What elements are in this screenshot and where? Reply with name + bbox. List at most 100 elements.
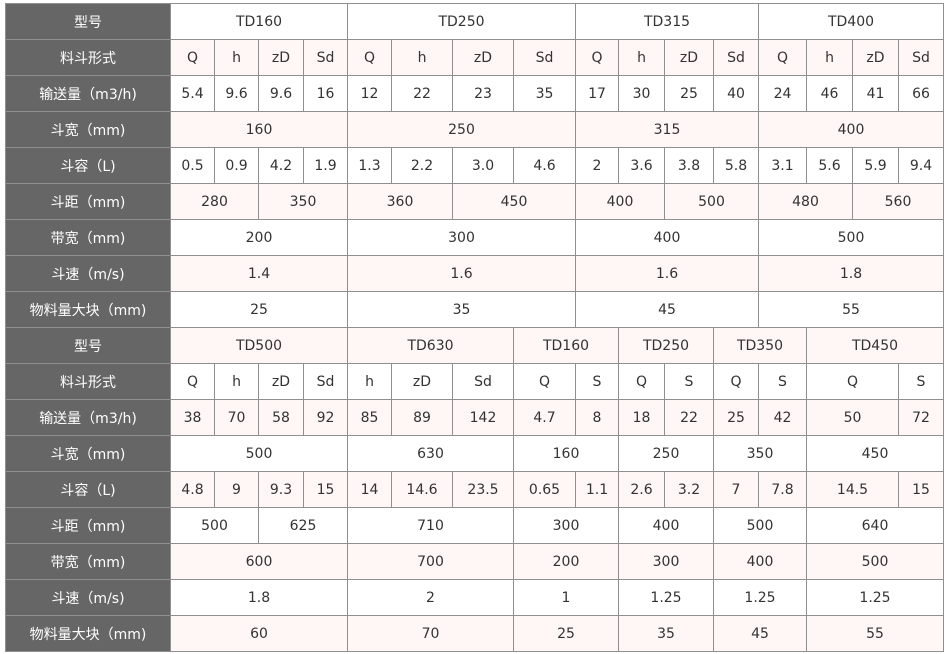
table-cell: TD400 [758,3,944,40]
table-cell: 35 [513,75,576,112]
table-cell: 22 [664,399,714,436]
table-cell: 1 [513,579,619,616]
table-cell: 35 [347,291,576,328]
table-cell: 5.8 [713,147,759,184]
table-cell: 450 [452,183,576,220]
table-cell: zD [852,39,899,76]
table-cell: 15 [303,471,348,508]
table-cell: 1.25 [806,579,944,616]
table-cell: 2 [575,147,619,184]
table-cell: Sd [898,39,944,76]
table-cell: TD450 [806,327,944,364]
table-cell: 23.5 [452,471,514,508]
table-cell: 35 [618,615,714,652]
table-cell: 45 [713,615,807,652]
table-row: 物料量大块（mm) 25 35 45 55 [5,291,944,328]
table-cell: 50 [806,399,899,436]
table-cell: 46 [806,75,853,112]
table-row: 型号 TD160 TD250 TD315 TD400 [5,3,944,40]
table-cell: Q [758,39,807,76]
row-label: 带宽（mm) [5,219,171,256]
table-cell: TD350 [713,327,807,364]
table-cell: 250 [347,111,576,148]
table-cell: 300 [347,219,576,256]
table-cell: 30 [618,75,665,112]
table-cell: 1.1 [575,471,619,508]
table-row: 斗容（L) 0.5 0.9 4.2 1.9 1.3 2.2 3.0 4.6 2 3.6 3.8 5.8 3… [5,147,944,184]
table-cell: 42 [758,399,807,436]
table-cell: Sd [513,39,576,76]
table-cell: 70 [214,399,259,436]
table-row: 斗宽（mm) 160 250 315 400 [5,111,944,148]
table-cell: h [214,363,259,400]
row-label: 型号 [5,3,171,40]
table-cell: 1.25 [713,579,807,616]
table-cell: zD [258,39,304,76]
table-cell: 1.25 [618,579,714,616]
row-label: 斗速（m/s) [5,579,171,616]
table-cell: 4.7 [513,399,576,436]
table-cell: Sd [303,363,348,400]
table-cell: 280 [170,183,259,220]
table-cell: 0.65 [513,471,576,508]
table-cell: 400 [575,183,665,220]
table-row: 斗速（m/s) 1.8 2 1 1.25 1.25 1.25 [5,579,944,616]
row-label: 斗容（L) [5,147,171,184]
table-cell: 5.4 [170,75,215,112]
table-cell: TD160 [170,3,348,40]
table-cell: 5.9 [852,147,899,184]
table-cell: 89 [391,399,453,436]
table-row: 带宽（mm) 200 300 400 500 [5,219,944,256]
table-cell: zD [664,39,714,76]
table-cell: 38 [170,399,215,436]
table-cell: 23 [452,75,514,112]
table-cell: 500 [664,183,759,220]
table-cell: 200 [170,219,348,256]
table-cell: 70 [347,615,514,652]
table-cell: S [898,363,944,400]
table-cell: h [347,363,392,400]
row-label: 物料量大块（mm) [5,615,171,652]
table-cell: 500 [806,543,944,580]
table-row: 型号 TD500 TD630 TD160 TD250 TD350 TD450 [5,327,944,364]
table-cell: 9 [214,471,259,508]
table-cell: 625 [258,507,348,544]
table-cell: 200 [513,543,619,580]
table-cell: 500 [170,435,348,472]
table-cell: 9.6 [258,75,304,112]
table-cell: 9.3 [258,471,304,508]
table-cell: 400 [618,507,714,544]
table-cell: 14.5 [806,471,899,508]
table-cell: 2.6 [618,471,665,508]
table-cell: 300 [618,543,714,580]
table-cell: 9.6 [214,75,259,112]
table-cell: 3.0 [452,147,514,184]
table-cell: Q [713,363,759,400]
table-row: 带宽（mm) 600 700 200 300 400 500 [5,543,944,580]
table-cell: 8 [575,399,619,436]
table-cell: S [664,363,714,400]
table-cell: 450 [806,435,944,472]
table-cell: 560 [852,183,944,220]
table-cell: 300 [513,507,619,544]
table-cell: 25 [513,615,619,652]
table-cell: 640 [806,507,944,544]
table-cell: 24 [758,75,807,112]
table-cell: 160 [170,111,348,148]
table-cell: 14.6 [391,471,453,508]
table-row: 物料量大块（mm) 60 70 25 35 45 55 [5,615,944,652]
table-cell: 360 [347,183,453,220]
table-cell: 85 [347,399,392,436]
row-label: 斗宽（mm) [5,435,171,472]
table-cell: 3.6 [618,147,665,184]
table-cell: S [758,363,807,400]
table-cell: 3.8 [664,147,714,184]
table-cell: 400 [713,543,807,580]
table-row: 斗宽（mm) 500 630 160 250 350 450 [5,435,944,472]
row-label: 型号 [5,327,171,364]
table-cell: 350 [258,183,348,220]
table-cell: TD500 [170,327,348,364]
table-cell: 160 [513,435,619,472]
